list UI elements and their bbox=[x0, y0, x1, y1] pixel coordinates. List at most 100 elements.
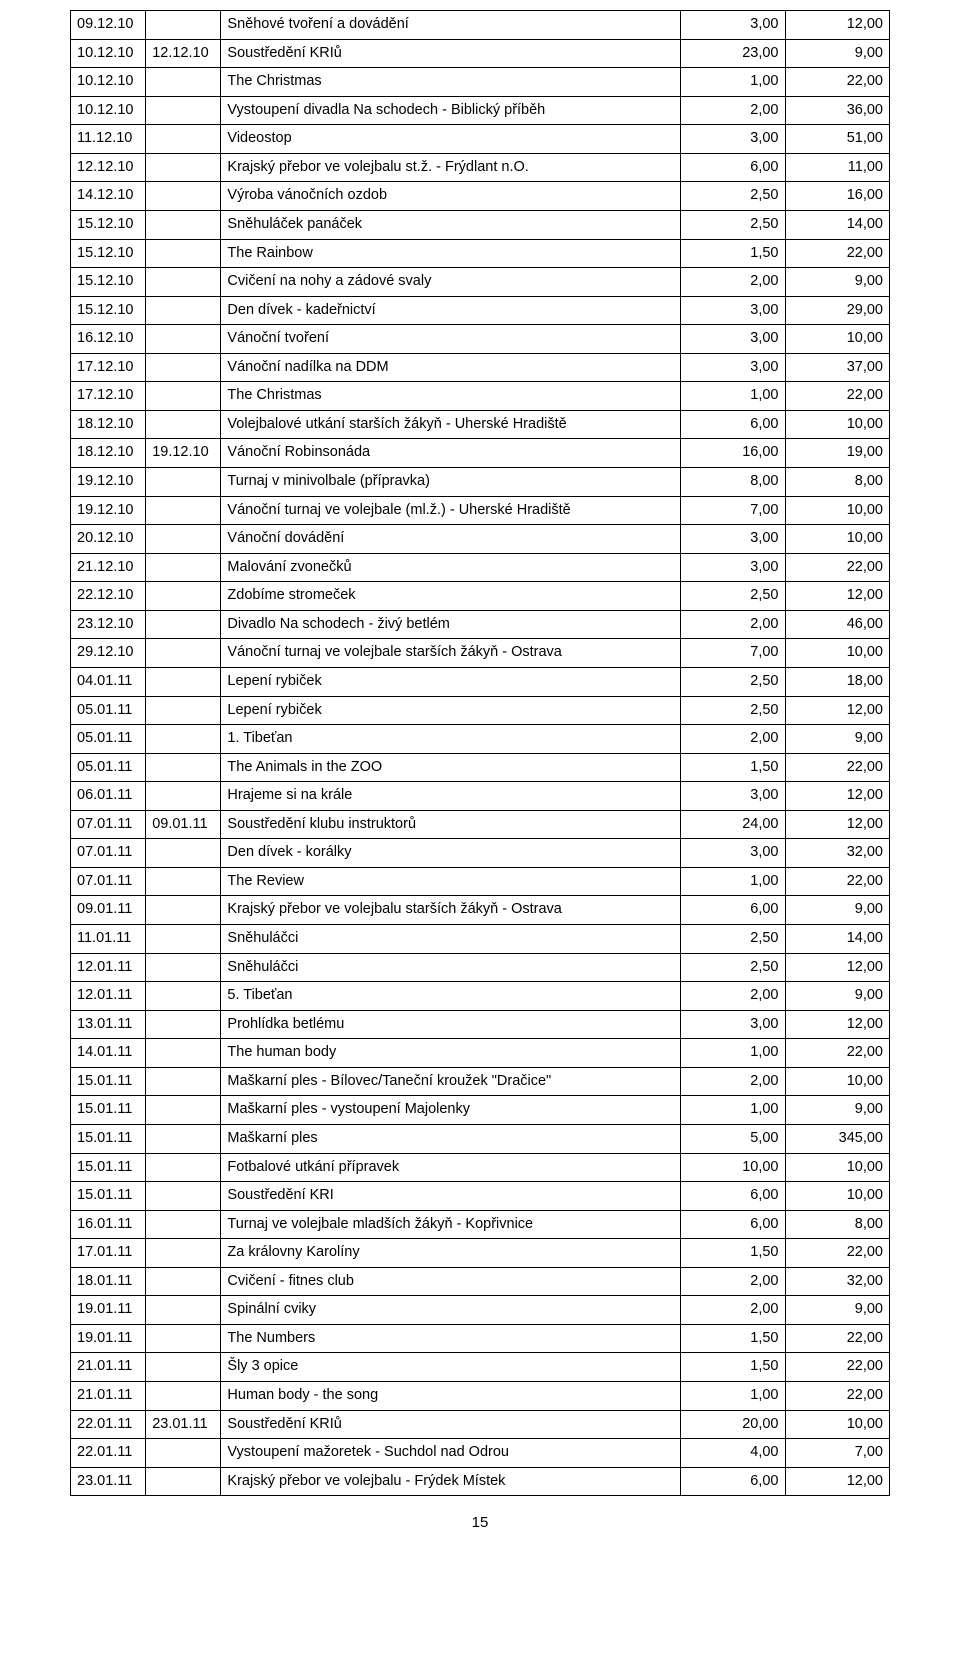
description: Výroba vánočních ozdob bbox=[221, 182, 681, 211]
date-from: 05.01.11 bbox=[71, 696, 146, 725]
value-1: 2,00 bbox=[681, 1267, 785, 1296]
table-row: 05.01.111. Tibeťan2,009,00 bbox=[71, 725, 890, 754]
date-from: 22.01.11 bbox=[71, 1439, 146, 1468]
table-row: 22.01.1123.01.11Soustředění KRIů20,0010,… bbox=[71, 1410, 890, 1439]
description: Za královny Karolíny bbox=[221, 1239, 681, 1268]
value-2: 32,00 bbox=[785, 1267, 890, 1296]
value-2: 9,00 bbox=[785, 725, 890, 754]
description: The Animals in the ZOO bbox=[221, 753, 681, 782]
date-from: 11.12.10 bbox=[71, 125, 146, 154]
date-to bbox=[146, 153, 221, 182]
description: Malování zvonečků bbox=[221, 553, 681, 582]
date-from: 15.01.11 bbox=[71, 1096, 146, 1125]
description: Vánoční tvoření bbox=[221, 325, 681, 354]
date-to bbox=[146, 1096, 221, 1125]
date-from: 07.01.11 bbox=[71, 839, 146, 868]
value-1: 1,50 bbox=[681, 1353, 785, 1382]
table-row: 09.12.10Sněhové tvoření a dovádění3,0012… bbox=[71, 11, 890, 40]
date-to bbox=[146, 1124, 221, 1153]
table-row: 15.01.11Maškarní ples5,00345,00 bbox=[71, 1124, 890, 1153]
value-2: 10,00 bbox=[785, 496, 890, 525]
value-2: 7,00 bbox=[785, 1439, 890, 1468]
table-row: 16.12.10Vánoční tvoření3,0010,00 bbox=[71, 325, 890, 354]
value-1: 5,00 bbox=[681, 1124, 785, 1153]
table-row: 12.01.115. Tibeťan2,009,00 bbox=[71, 982, 890, 1011]
date-from: 15.12.10 bbox=[71, 296, 146, 325]
date-from: 17.12.10 bbox=[71, 382, 146, 411]
value-2: 345,00 bbox=[785, 1124, 890, 1153]
date-to bbox=[146, 68, 221, 97]
date-from: 29.12.10 bbox=[71, 639, 146, 668]
value-2: 10,00 bbox=[785, 525, 890, 554]
date-to bbox=[146, 1324, 221, 1353]
date-from: 15.01.11 bbox=[71, 1124, 146, 1153]
date-from: 19.12.10 bbox=[71, 496, 146, 525]
table-row: 21.01.11Šly 3 opice1,5022,00 bbox=[71, 1353, 890, 1382]
value-2: 9,00 bbox=[785, 268, 890, 297]
description: Maškarní ples - vystoupení Majolenky bbox=[221, 1096, 681, 1125]
date-from: 16.12.10 bbox=[71, 325, 146, 354]
value-2: 12,00 bbox=[785, 11, 890, 40]
value-2: 46,00 bbox=[785, 610, 890, 639]
date-to bbox=[146, 1267, 221, 1296]
date-to bbox=[146, 96, 221, 125]
date-from: 15.01.11 bbox=[71, 1067, 146, 1096]
date-to bbox=[146, 639, 221, 668]
description: Den dívek - kadeřnictví bbox=[221, 296, 681, 325]
date-from: 18.12.10 bbox=[71, 410, 146, 439]
value-2: 22,00 bbox=[785, 1353, 890, 1382]
value-2: 22,00 bbox=[785, 1324, 890, 1353]
table-row: 09.01.11Krajský přebor ve volejbalu star… bbox=[71, 896, 890, 925]
date-to bbox=[146, 839, 221, 868]
value-1: 3,00 bbox=[681, 782, 785, 811]
date-to bbox=[146, 696, 221, 725]
value-2: 22,00 bbox=[785, 1239, 890, 1268]
page-number: 15 bbox=[70, 1514, 890, 1531]
date-from: 19.01.11 bbox=[71, 1324, 146, 1353]
description: The human body bbox=[221, 1039, 681, 1068]
description: Spinální cviky bbox=[221, 1296, 681, 1325]
value-1: 7,00 bbox=[681, 639, 785, 668]
description: Krajský přebor ve volejbalu starších žák… bbox=[221, 896, 681, 925]
value-2: 22,00 bbox=[785, 867, 890, 896]
value-1: 3,00 bbox=[681, 553, 785, 582]
value-2: 12,00 bbox=[785, 1010, 890, 1039]
table-row: 17.12.10The Christmas1,0022,00 bbox=[71, 382, 890, 411]
value-2: 10,00 bbox=[785, 1182, 890, 1211]
table-row: 19.01.11The Numbers1,5022,00 bbox=[71, 1324, 890, 1353]
date-from: 22.01.11 bbox=[71, 1410, 146, 1439]
date-from: 17.01.11 bbox=[71, 1239, 146, 1268]
date-from: 21.01.11 bbox=[71, 1382, 146, 1411]
date-to bbox=[146, 553, 221, 582]
date-from: 06.01.11 bbox=[71, 782, 146, 811]
description: Krajský přebor ve volejbalu st.ž. - Frýd… bbox=[221, 153, 681, 182]
date-from: 05.01.11 bbox=[71, 753, 146, 782]
events-table: 09.12.10Sněhové tvoření a dovádění3,0012… bbox=[70, 10, 890, 1496]
description: Soustředění KRIů bbox=[221, 39, 681, 68]
date-from: 22.12.10 bbox=[71, 582, 146, 611]
date-to bbox=[146, 382, 221, 411]
table-row: 22.01.11Vystoupení mažoretek - Suchdol n… bbox=[71, 1439, 890, 1468]
description: Zdobíme stromeček bbox=[221, 582, 681, 611]
value-1: 24,00 bbox=[681, 810, 785, 839]
date-to bbox=[146, 1210, 221, 1239]
value-2: 37,00 bbox=[785, 353, 890, 382]
value-1: 3,00 bbox=[681, 353, 785, 382]
description: The Christmas bbox=[221, 68, 681, 97]
description: The Review bbox=[221, 867, 681, 896]
date-from: 12.01.11 bbox=[71, 953, 146, 982]
value-1: 10,00 bbox=[681, 1153, 785, 1182]
date-to: 09.01.11 bbox=[146, 810, 221, 839]
value-1: 4,00 bbox=[681, 1439, 785, 1468]
date-to bbox=[146, 1010, 221, 1039]
table-row: 15.12.10Sněhuláček panáček2,5014,00 bbox=[71, 210, 890, 239]
value-2: 12,00 bbox=[785, 582, 890, 611]
table-row: 10.12.10Vystoupení divadla Na schodech -… bbox=[71, 96, 890, 125]
date-to bbox=[146, 896, 221, 925]
value-2: 10,00 bbox=[785, 1153, 890, 1182]
value-2: 22,00 bbox=[785, 553, 890, 582]
value-1: 6,00 bbox=[681, 153, 785, 182]
value-1: 1,50 bbox=[681, 239, 785, 268]
date-to bbox=[146, 268, 221, 297]
table-row: 19.12.10Turnaj v minivolbale (přípravka)… bbox=[71, 468, 890, 497]
